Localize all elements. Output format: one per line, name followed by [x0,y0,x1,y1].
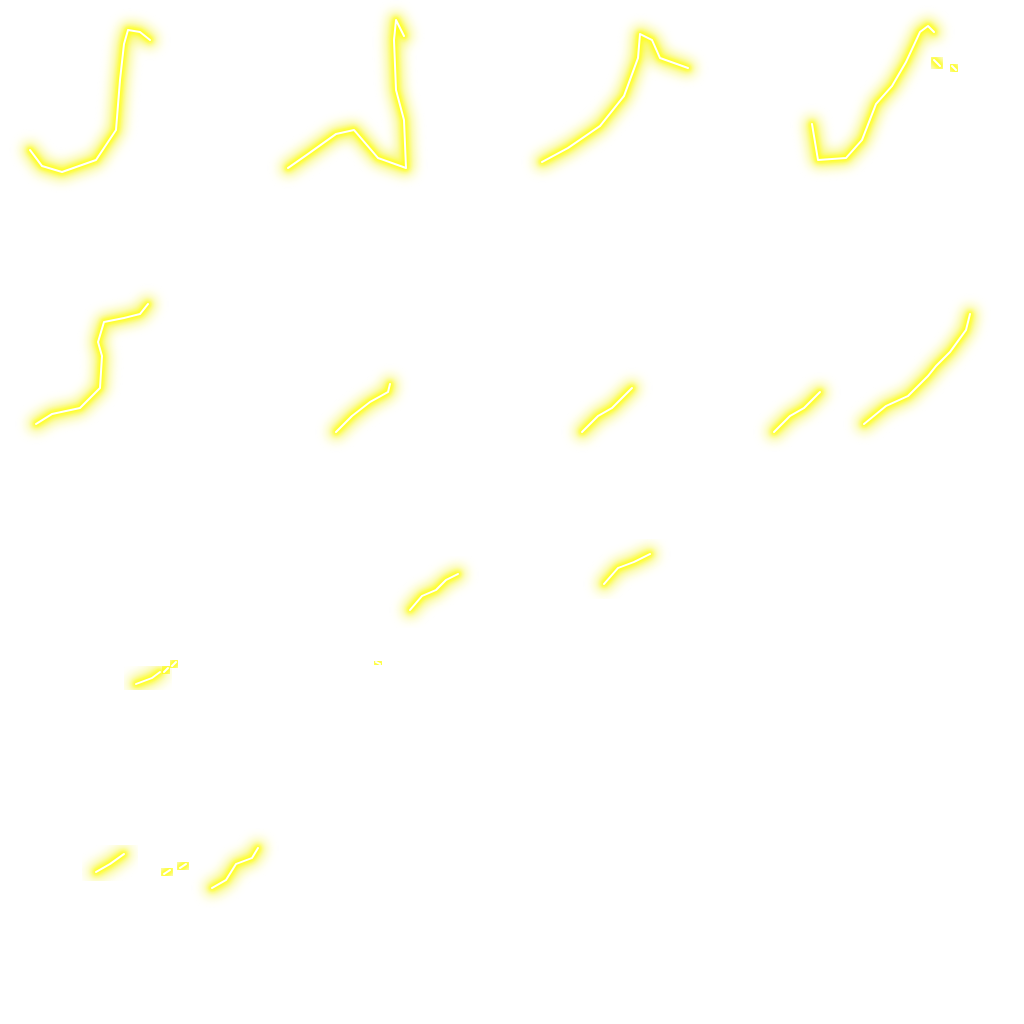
sprite-frame [204,840,266,896]
bolt-core [811,25,935,161]
bolt-core [335,383,391,433]
bolt-body [860,310,974,428]
sprite-frame [856,306,978,432]
bolt-core [163,869,171,875]
sprite-frame [328,376,398,440]
lightning-bolt-icon [204,840,266,896]
lightning-bolt-icon [280,12,414,176]
lightning-bolt-icon [28,296,156,432]
sprite-frame [534,26,696,170]
lightning-bolt-icon [804,18,964,168]
lightning-bolt-icon [856,306,978,432]
bolt-glow [28,296,156,432]
sprite-frame [280,12,414,176]
sprite-frame [28,296,156,432]
bolt-body [208,844,262,892]
sprite-frame [596,546,658,592]
sprite-frame [402,566,466,618]
sprite-frame [128,654,184,692]
bolt-core [863,313,971,425]
lightning-bolt-icon [368,654,388,672]
bolt-core [951,65,957,71]
lightning-bolt-icon [534,26,696,170]
sprite-frame [88,846,194,882]
bolt-core [179,863,187,869]
sprite-frame [22,22,158,180]
lightning-bolt-icon [22,22,158,180]
sprite-frame [574,380,640,440]
frames-layer [22,12,978,896]
bolt-core [581,387,633,433]
bolt-glow [22,22,158,180]
bolt-core [933,59,941,67]
lightning-bolt-icon [596,546,658,592]
bolt-glow [280,12,414,176]
bolt-core [773,391,821,433]
bolt-core [171,661,177,667]
sprite-frame [368,654,388,672]
lightning-bolt-icon [88,846,194,882]
bolt-body [26,26,154,176]
bolt-core [375,661,381,665]
lightning-bolt-icon [128,654,184,692]
bolt-glow [534,26,696,170]
lightning-bolt-icon [402,566,466,618]
bolt-core [95,853,125,873]
bolt-core [29,29,151,173]
sprite-frame [804,18,964,168]
bolt-core [409,573,459,611]
lightning-bolt-icon [574,380,640,440]
bolt-core [35,303,149,425]
lightning-bolt-icon [328,376,398,440]
lightning-bolt-icon [766,384,828,440]
bolt-core [211,847,259,889]
bolt-core [541,33,689,163]
sprite-frame [766,384,828,440]
bolt-body [808,22,938,164]
bolt-core [287,19,407,169]
bolt-core [603,553,651,585]
